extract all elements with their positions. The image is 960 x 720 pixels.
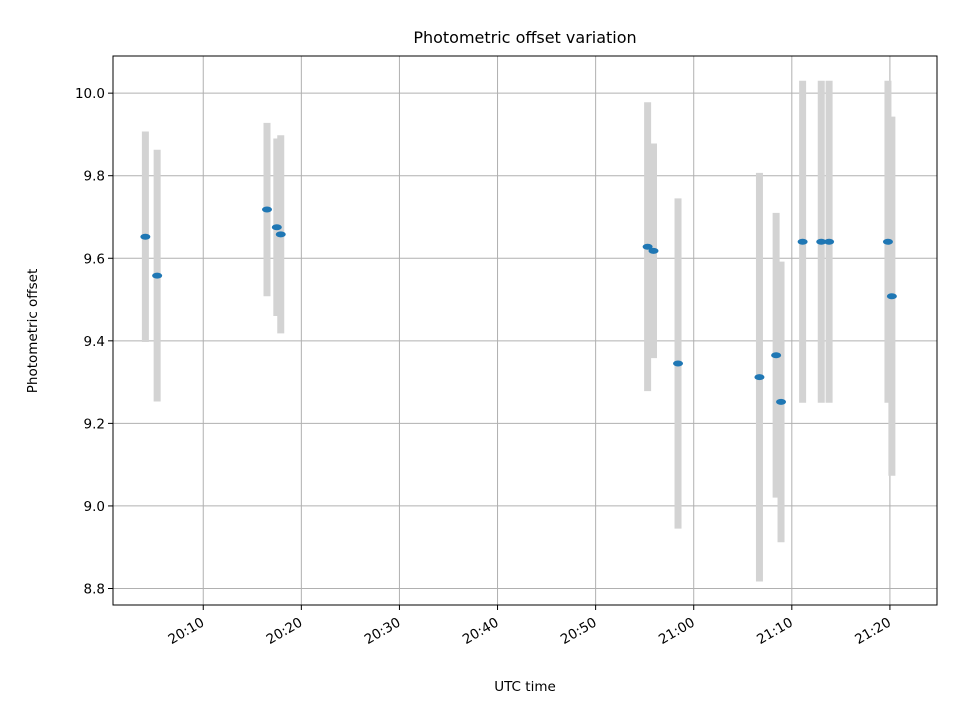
data-point-1: [152, 272, 163, 279]
data-point-9: [771, 352, 782, 359]
data-point-11: [797, 238, 808, 245]
plot-background: [113, 56, 937, 605]
data-markers: [140, 206, 897, 405]
y-tick-label-4: 9.6: [84, 251, 105, 267]
data-point-2: [262, 206, 273, 213]
data-point-15: [886, 293, 897, 300]
data-point-0: [140, 233, 151, 240]
data-point-14: [882, 238, 893, 245]
data-point-10: [776, 398, 787, 405]
plot-frame: [112, 55, 938, 606]
y-tick-label-3: 9.4: [84, 334, 105, 350]
data-point-7: [673, 360, 684, 367]
y-tick-label-6: 10.0: [75, 86, 105, 102]
data-point-12: [816, 238, 827, 245]
data-point-5: [642, 243, 653, 250]
y-tick-label-0: 8.8: [84, 581, 105, 597]
y-tick-label-2: 9.2: [84, 416, 105, 432]
x-axis-label: UTC time: [494, 679, 556, 695]
y-tick-label-1: 9.0: [84, 499, 105, 515]
data-point-3: [271, 224, 282, 231]
data-point-6: [648, 247, 659, 254]
data-point-8: [754, 374, 765, 381]
y-tick-label-5: 9.8: [84, 169, 105, 185]
data-point-4: [275, 231, 286, 238]
y-axis-label: Photometric offset: [25, 269, 41, 393]
data-point-13: [824, 238, 835, 245]
y-axis: 8.8 9.0 9.2 9.4 9.6 9.8 10.0: [75, 86, 113, 597]
chart-title: Photometric offset variation: [413, 28, 636, 47]
